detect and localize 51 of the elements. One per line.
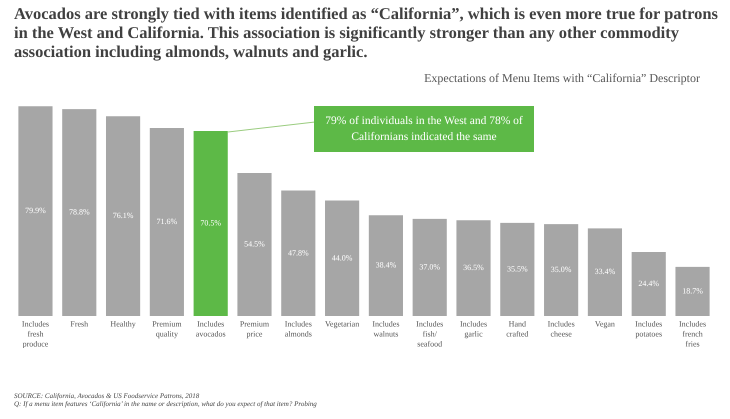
bar <box>150 128 184 316</box>
bar <box>412 218 447 316</box>
bar <box>106 116 140 316</box>
bar <box>18 106 53 316</box>
data-label: 78.8% <box>68 208 90 217</box>
x-tick-label: Fresh <box>70 320 88 328</box>
x-tick-label: Includes garlic <box>460 320 488 338</box>
bar <box>281 190 316 316</box>
chart-subtitle: Expectations of Menu Items with “California” Descriptor <box>423 70 701 86</box>
x-tick-label: Premium quality <box>152 320 182 338</box>
x-tick-label: Vegetarian <box>324 320 360 328</box>
bar <box>237 172 272 316</box>
x-tick-label: Hand crafted <box>506 320 528 338</box>
bar <box>675 266 710 316</box>
data-label: 54.5% <box>244 239 266 248</box>
data-label: 18.7% <box>682 286 704 296</box>
data-label: 33.4% <box>594 267 616 276</box>
callout-box: 79% of individuals in the West and 78% of Californians indicated the same <box>314 106 534 152</box>
bar <box>588 228 622 316</box>
bar <box>632 252 666 316</box>
data-label: 76.1% <box>112 211 134 220</box>
bar <box>194 130 228 316</box>
x-tick-label: Includes cheese <box>548 320 575 338</box>
data-label: 70.5% <box>200 218 222 228</box>
x-tick-label: Includes fish/ seafood <box>416 320 444 348</box>
bar <box>500 222 534 316</box>
data-label: 38.4% <box>376 260 397 270</box>
data-label: 71.6% <box>156 217 178 226</box>
data-label: 24.4% <box>638 278 660 288</box>
bar <box>325 200 360 316</box>
bar <box>456 220 491 316</box>
bar <box>368 215 403 316</box>
x-tick-label: Includes fresh produce <box>22 320 50 348</box>
chart-title: Avocados are strongly tied with items identified as “California”, which is even more true for patrons in the West and California. This association is significantly stronger than any other commodity association including almonds, walnuts and garlic. <box>13 3 719 61</box>
data-label: 35.5% <box>506 264 528 274</box>
x-tick-label: Includes almonds <box>284 320 312 338</box>
x-tick-label: Includes potatoes <box>635 320 662 338</box>
data-label: 35.0% <box>550 265 572 274</box>
data-label: 36.5% <box>463 263 484 272</box>
x-tick-label: Includes avocados <box>196 320 226 338</box>
x-tick-label: Premium price <box>240 320 270 338</box>
x-tick-label: Vegan <box>594 320 615 328</box>
x-tick-label: Includes walnuts <box>372 320 400 338</box>
x-tick-label: Includes french fries <box>678 320 706 348</box>
data-label: 47.8% <box>288 248 309 258</box>
x-tick-label: Healthy <box>110 320 136 328</box>
data-label: 37.0% <box>419 262 440 272</box>
data-label: 79.9% <box>25 206 46 216</box>
bar <box>544 224 578 316</box>
bar <box>62 109 96 316</box>
data-label: 44.0% <box>332 253 353 262</box>
